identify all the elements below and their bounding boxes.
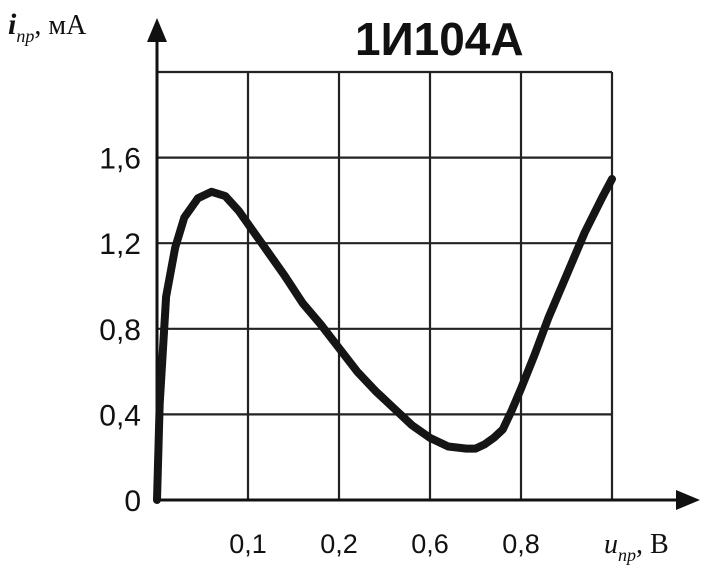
x-tick-label: 0,2 [320, 529, 358, 559]
y-tick-label: 0,8 [99, 314, 141, 347]
y-axis-unit: , мА [34, 10, 87, 41]
y-tick-label: 1,2 [99, 228, 141, 261]
x-tick-label: 0,1 [229, 529, 267, 559]
chart-title: 1И104А [355, 13, 524, 65]
x-axis-symbol: u [604, 529, 618, 560]
grid [157, 70, 614, 500]
x-tick-label: 0,6 [411, 529, 449, 559]
x-axis-subscript: пр [618, 545, 636, 565]
x-axis-unit: , В [636, 529, 669, 560]
x-tick-labels: 0,1 0,2 0,6 0,8 [229, 529, 540, 559]
series-line [153, 175, 616, 504]
svg-text:iпр, мА: iпр, мА [8, 8, 87, 46]
y-tick-label: 1,6 [99, 143, 141, 176]
x-axis-label: uпр, В [604, 529, 669, 565]
y-axis-symbol: i [8, 8, 17, 41]
x-axis-arrow [676, 490, 700, 510]
y-axis-label: iпр, мА [8, 8, 87, 46]
y-tick-label: 0,4 [99, 399, 141, 432]
x-tick-label: 0,8 [502, 529, 540, 559]
y-axis-arrow [147, 18, 167, 42]
y-tick-label: 0 [124, 485, 141, 518]
y-axis-subscript: пр [16, 26, 34, 46]
svg-text:uпр, В: uпр, В [604, 529, 669, 565]
y-tick-labels: 0 0,4 0,8 1,2 1,6 [99, 143, 141, 518]
